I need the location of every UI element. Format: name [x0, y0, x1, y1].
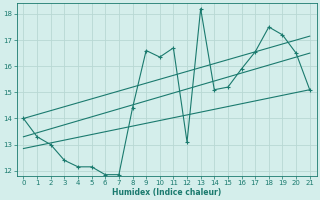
X-axis label: Humidex (Indice chaleur): Humidex (Indice chaleur)	[112, 188, 221, 197]
